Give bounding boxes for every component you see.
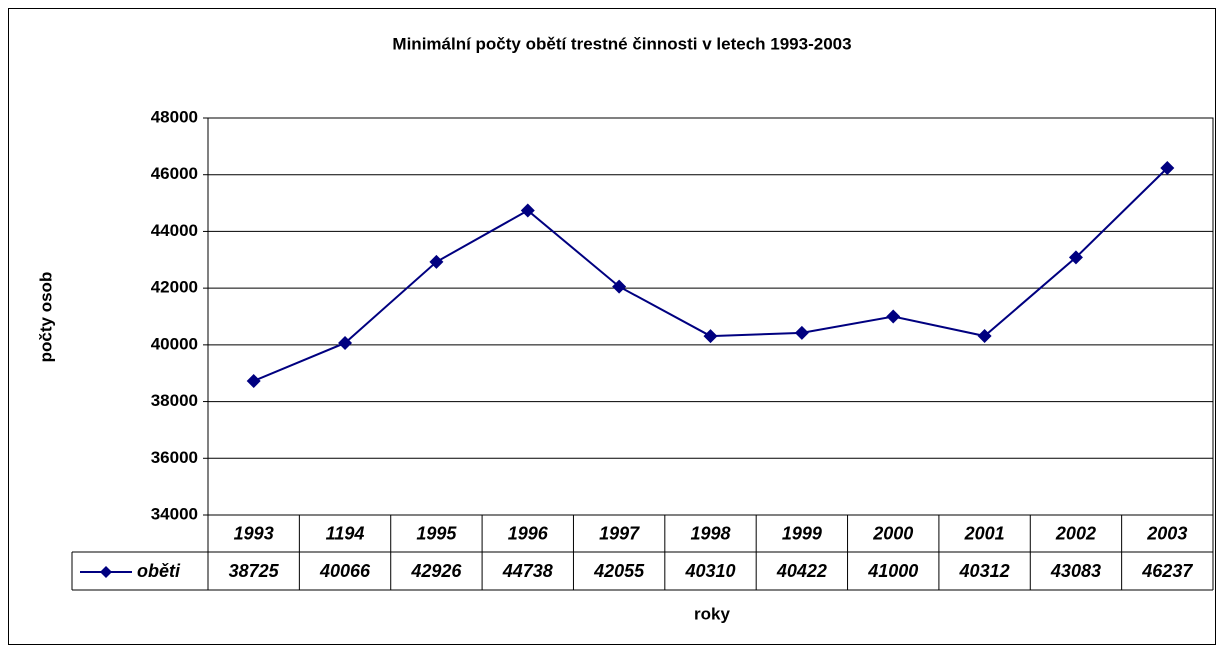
y-tick-label: 34000 [151,504,198,523]
x-tick-label: 2000 [872,523,913,543]
x-tick-label: 2003 [1146,523,1187,543]
legend-label: oběti [137,561,181,581]
chart-title: Minimální počty obětí trestné činnosti v… [392,34,851,53]
table-value: 40422 [776,561,827,581]
data-point [612,279,627,294]
data-point [886,309,901,324]
x-tick-label: 2001 [964,523,1005,543]
table-value: 41000 [867,561,918,581]
y-tick-label: 44000 [151,221,198,240]
table-value: 38725 [229,561,280,581]
y-tick-label: 36000 [151,448,198,467]
data-point [1160,160,1175,175]
x-tick-label: 1997 [599,523,640,543]
x-tick-label: 1995 [416,523,457,543]
table-value: 46237 [1141,561,1193,581]
y-tick-label: 38000 [151,391,198,410]
table-value: 40312 [959,561,1010,581]
data-point [520,203,535,218]
y-tick-label: 42000 [151,278,198,297]
x-tick-label: 1998 [690,523,730,543]
data-point [703,329,718,344]
data-point [794,325,809,340]
y-tick-label: 48000 [151,107,198,126]
data-point [246,374,261,389]
legend-marker [100,566,112,578]
table-value: 40066 [319,561,371,581]
x-tick-label: 1194 [326,523,365,543]
x-tick-label: 1999 [782,523,822,543]
y-tick-label: 46000 [151,164,198,183]
table-value: 40310 [684,561,735,581]
table-value: 44738 [502,561,553,581]
x-axis-title: roky [694,604,730,623]
y-axis-title: počty osob [36,272,55,363]
table-value: 42926 [410,561,462,581]
x-tick-label: 1993 [234,523,274,543]
data-point [338,335,353,350]
data-point [977,329,992,344]
x-tick-label: 2002 [1055,523,1096,543]
data-point [1068,250,1083,265]
table-value: 43083 [1050,561,1101,581]
data-point [429,254,444,269]
table-value: 42055 [593,561,645,581]
y-tick-label: 40000 [151,334,198,353]
plot-area [207,117,1214,516]
x-tick-label: 1996 [508,523,549,543]
